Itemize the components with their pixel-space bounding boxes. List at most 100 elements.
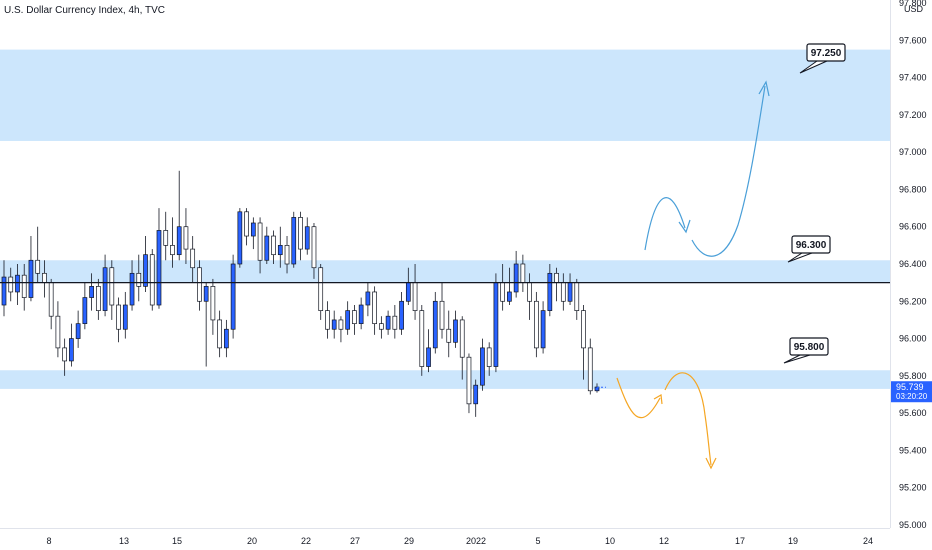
candle-body-up <box>156 230 162 306</box>
candle <box>143 236 148 292</box>
bearish-arrow-path <box>616 377 661 419</box>
candle <box>325 301 330 339</box>
candle <box>149 249 155 311</box>
candle-body-up <box>304 226 310 250</box>
candle <box>493 273 499 373</box>
x-tick-label: 24 <box>863 536 873 546</box>
candle-body-down <box>170 245 175 256</box>
candle-body-down <box>163 230 169 246</box>
candle-body-down <box>379 323 384 330</box>
chart-title: U.S. Dollar Currency Index, 4h, TVC <box>4 5 165 16</box>
price-axis-bg <box>890 0 932 550</box>
candle-body-down <box>392 315 398 330</box>
candle <box>136 254 142 302</box>
candle <box>284 236 290 274</box>
y-tick-label: 95.000 <box>899 520 927 530</box>
candle-body-down <box>372 291 377 325</box>
candle-body-down <box>527 282 532 302</box>
callout-box <box>789 337 829 356</box>
candle <box>587 338 593 395</box>
candle-body-up <box>291 217 297 265</box>
candle <box>69 323 74 367</box>
y-tick-label: 96.400 <box>899 259 927 269</box>
y-tick-label: 96.600 <box>899 222 927 232</box>
x-tick-label: 15 <box>172 536 182 546</box>
x-tick-label: 22 <box>301 536 311 546</box>
candle <box>183 208 189 264</box>
candle <box>163 211 169 261</box>
bearish-arrow-head-2 <box>705 457 717 470</box>
candle <box>480 338 485 391</box>
candle-body-up <box>28 259 34 298</box>
candle <box>291 211 297 268</box>
candle-body-down <box>244 211 249 237</box>
candle <box>473 379 479 417</box>
callout-97.250: 97.250 <box>799 43 846 74</box>
candle-body-down <box>318 267 324 311</box>
candle-body-down <box>587 347 593 392</box>
candle-body-down <box>581 310 586 349</box>
candle <box>331 310 337 339</box>
candle-body-up <box>143 254 148 287</box>
candle-body-down <box>149 254 155 306</box>
candle-body-up <box>224 328 229 349</box>
candle-body-up <box>385 315 391 330</box>
y-tick-label: 96.200 <box>899 296 927 306</box>
candle <box>466 353 472 414</box>
candle <box>122 291 128 339</box>
y-tick-label: 96.800 <box>899 184 927 194</box>
candle-body-down <box>8 276 14 293</box>
candle-body-down <box>419 310 425 367</box>
candle-body-down <box>284 245 290 265</box>
candle-body-up <box>513 263 519 293</box>
x-tick-label: 17 <box>735 536 745 546</box>
candle-body-down <box>554 272 559 283</box>
callout-pointer <box>799 60 828 74</box>
candle-body-down <box>500 282 506 302</box>
candle-body-up <box>426 347 431 367</box>
candle-body-down <box>95 286 101 311</box>
candle-body-up <box>547 272 553 311</box>
y-tick-label: 95.800 <box>899 371 927 381</box>
candle <box>277 226 283 268</box>
x-tick-label: 19 <box>788 536 798 546</box>
x-tick-label: 12 <box>659 536 669 546</box>
bullish-arrow-head-1 <box>678 219 691 234</box>
x-tick-label: 20 <box>247 536 257 546</box>
candle-body-down <box>560 282 566 302</box>
candle-body-down <box>338 319 344 330</box>
candle <box>574 278 580 320</box>
last-price-tag <box>891 381 932 403</box>
candle <box>264 226 270 264</box>
candle-body-down <box>311 226 317 269</box>
candle-body-up <box>237 211 243 265</box>
y-tick-label: 97.600 <box>899 35 927 45</box>
candle <box>338 316 344 343</box>
candle-body-up <box>69 338 74 362</box>
candle-body-down <box>486 347 492 367</box>
candle <box>170 217 175 268</box>
candle-body-up <box>540 310 546 349</box>
candle <box>257 217 263 274</box>
candle <box>392 305 398 339</box>
candle <box>28 236 34 302</box>
candle <box>244 208 249 246</box>
candle <box>156 208 162 309</box>
candle <box>547 264 553 317</box>
last-price-countdown: 03:20:20 <box>896 392 928 401</box>
candle <box>318 264 324 320</box>
candle <box>203 282 209 367</box>
candle-body-down <box>257 222 263 261</box>
candle <box>507 267 512 306</box>
candle <box>453 310 458 348</box>
callout-label: 95.800 <box>794 342 825 353</box>
candle <box>62 338 67 376</box>
candle-body-down <box>35 259 41 274</box>
callout-pointer <box>787 252 813 263</box>
candle <box>8 267 14 302</box>
candle-body-up <box>405 282 411 302</box>
y-tick-label: 97.200 <box>899 110 927 120</box>
candle <box>48 278 54 330</box>
